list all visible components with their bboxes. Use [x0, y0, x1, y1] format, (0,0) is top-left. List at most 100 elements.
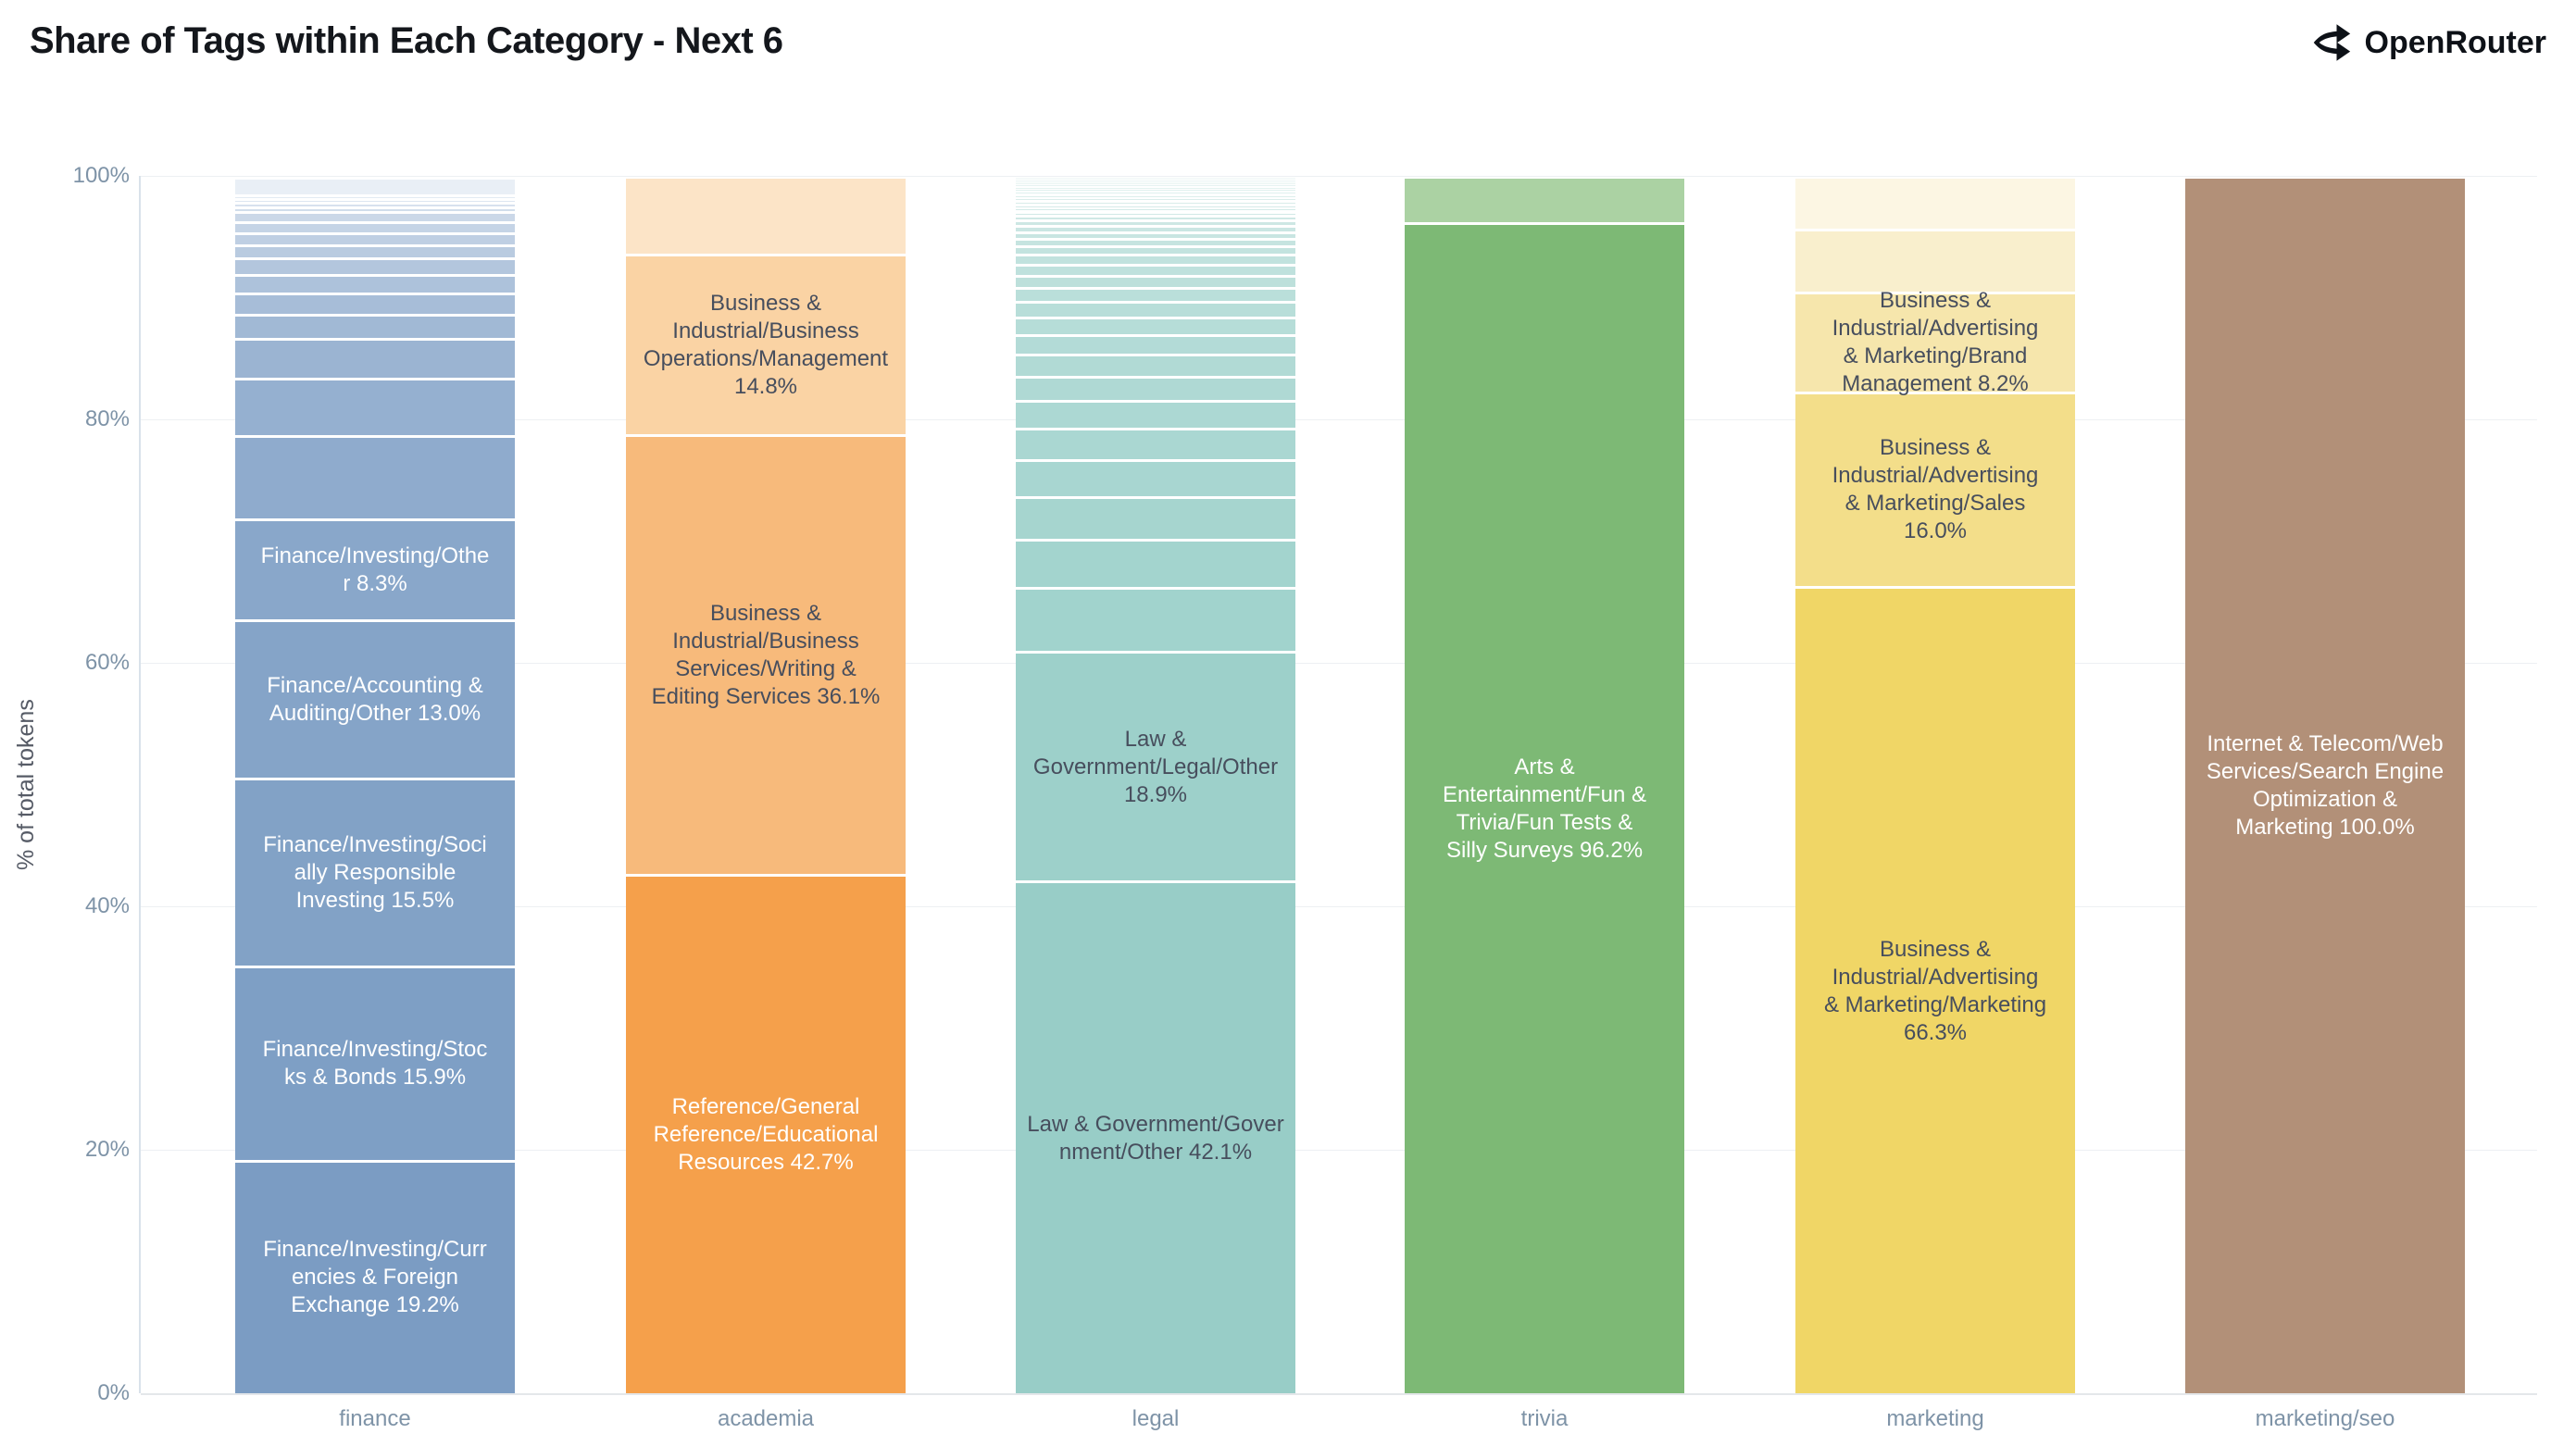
segment-label: Reference/General Reference/Educational …: [653, 1093, 879, 1175]
segment-label: Arts & Entertainment/Fun & Trivia/Fun Te…: [1442, 754, 1647, 863]
bar-segment: [1016, 590, 1295, 651]
segment-label: Finance/Investing/Curr encies & Foreign …: [263, 1237, 487, 1318]
segment-label: Finance/Investing/Othe r 8.3%: [260, 542, 490, 596]
segment-label: Finance/Accounting & Auditing/Other 13.0…: [267, 672, 483, 726]
segment-label: Internet & Telecom/Web Services/Search E…: [2206, 731, 2445, 840]
bar-segment: [1795, 179, 2075, 229]
bar-segment: [235, 200, 515, 203]
bar-segment: [1016, 198, 1295, 200]
bar-segment: [1016, 233, 1295, 239]
bar-segment: [235, 380, 515, 436]
bar-segment: [1016, 181, 1295, 182]
bar-segment: Finance/Investing/Soci ally Responsible …: [235, 779, 515, 966]
bar-segment: [235, 179, 515, 195]
bar-segment: [1016, 498, 1295, 539]
segment-label: Business & Industrial/Business Operation…: [643, 290, 889, 399]
bar-marketing: Business & Industrial/Advertising & Mark…: [1795, 176, 2075, 1393]
bar-segment: [235, 438, 515, 518]
bar-segment: [1016, 256, 1295, 264]
y-axis-line: [139, 176, 141, 1393]
openrouter-fork-icon: [2311, 22, 2352, 63]
bar-segment: [1016, 378, 1295, 400]
bar-academia: Reference/General Reference/Educational …: [626, 176, 906, 1393]
segment-label: Business & Industrial/Advertising & Mark…: [1832, 435, 2039, 544]
bar-segment: [1016, 195, 1295, 197]
bar-segment: [235, 276, 515, 293]
bar-segment: Business & Industrial/Advertising & Mark…: [1795, 393, 2075, 587]
segment-label: Law & Government/Gover nment/Other 42.1%: [1027, 1111, 1284, 1165]
bar-segment: Business & Industrial/Business Operation…: [626, 256, 906, 434]
bar-segment: [1016, 213, 1295, 216]
bar-segment: Law & Government/Legal/Other 18.9%: [1016, 653, 1295, 881]
bar-segment: [1795, 231, 2075, 292]
segment-label: Finance/Investing/Soci ally Responsible …: [263, 832, 487, 914]
segment-label: Business & Industrial/Advertising & Mark…: [1832, 288, 2039, 397]
bar-segment: [1016, 336, 1295, 354]
bar-segment: [1016, 402, 1295, 429]
bar-segment: [1016, 541, 1295, 588]
bar-segment: [1016, 318, 1295, 334]
bar-segment: [1016, 185, 1295, 187]
bar-segment: [235, 260, 515, 274]
bar-segment: [1016, 218, 1295, 220]
bar-segment: [1016, 179, 1295, 181]
bar-finance: Finance/Investing/Curr encies & Foreign …: [235, 176, 515, 1393]
openrouter-logo: OpenRouter: [2311, 20, 2546, 65]
bar-segment: [235, 234, 515, 244]
x-axis-line: [141, 1393, 2537, 1395]
gridline-100%: [141, 175, 2537, 177]
gridline-80%: [141, 418, 2537, 420]
bar-segment: [235, 246, 515, 258]
bar-segment: [1405, 179, 1684, 222]
bar-segment: [1016, 177, 1295, 179]
segment-label: Business & Industrial/Advertising & Mark…: [1823, 936, 2047, 1045]
bar-segment: [1016, 209, 1295, 211]
y-tick-label: 0%: [97, 1380, 130, 1405]
bar-segment: [1016, 228, 1295, 231]
bar-segment: [1016, 462, 1295, 496]
bar-segment: Law & Government/Gover nment/Other 42.1%: [1016, 883, 1295, 1393]
bar-segment: [1016, 241, 1295, 245]
x-tick-label: academia: [717, 1406, 815, 1431]
bar-segment: [235, 223, 515, 232]
x-tick-label: trivia: [1520, 1406, 1569, 1431]
y-tick-label: 80%: [84, 406, 130, 431]
bar-segment: Finance/Investing/Othe r 8.3%: [235, 520, 515, 619]
segment-label: Law & Government/Legal/Other 18.9%: [1032, 726, 1279, 807]
brand-name: OpenRouter: [2364, 24, 2546, 60]
bar-legal: Law & Government/Gover nment/Other 42.1%…: [1016, 176, 1295, 1393]
bar-segment: [1016, 202, 1295, 204]
y-tick-label: 100%: [72, 163, 130, 188]
bar-segment: [235, 208, 515, 212]
bar-segment: [1016, 222, 1295, 226]
y-tick-label: 60%: [84, 650, 130, 675]
y-tick-label: 40%: [84, 893, 130, 918]
bar-segment: [1016, 303, 1295, 317]
bar-segment: [626, 179, 906, 255]
gridline-20%: [141, 1149, 2537, 1151]
bar-trivia: Arts & Entertainment/Fun & Trivia/Fun Te…: [1405, 176, 1684, 1393]
bar-segment: [1016, 289, 1295, 301]
bar-segment: Internet & Telecom/Web Services/Search E…: [2185, 179, 2465, 1393]
page-title: Share of Tags within Each Category - Nex…: [30, 20, 783, 61]
bar-segment: [1016, 277, 1295, 287]
bar-segment: [235, 214, 515, 221]
bar-segment: Finance/Accounting & Auditing/Other 13.0…: [235, 621, 515, 778]
bar-segment: [1016, 247, 1295, 255]
bar-segment: [1016, 182, 1295, 184]
y-axis-title: % of total tokens: [13, 699, 39, 870]
bar-segment: [1016, 187, 1295, 189]
bar-segment: [1016, 356, 1295, 376]
x-tick-label: marketing: [1886, 1406, 1984, 1431]
bar-segment: Arts & Entertainment/Fun & Trivia/Fun Te…: [1405, 224, 1684, 1393]
segment-label: Business & Industrial/Business Services/…: [651, 600, 881, 709]
bar-segment: [1016, 430, 1295, 460]
bar-segment: [235, 340, 515, 379]
bar-segment: Finance/Investing/Curr encies & Foreign …: [235, 1162, 515, 1393]
bar-segment: [235, 316, 515, 338]
bar-segment: Reference/General Reference/Educational …: [626, 876, 906, 1393]
bar-segment: [1016, 266, 1295, 275]
bar-segment: Business & Industrial/Business Services/…: [626, 436, 906, 874]
bar-segment: Business & Industrial/Advertising & Mark…: [1795, 589, 2075, 1393]
bar-segment: [1016, 190, 1295, 192]
